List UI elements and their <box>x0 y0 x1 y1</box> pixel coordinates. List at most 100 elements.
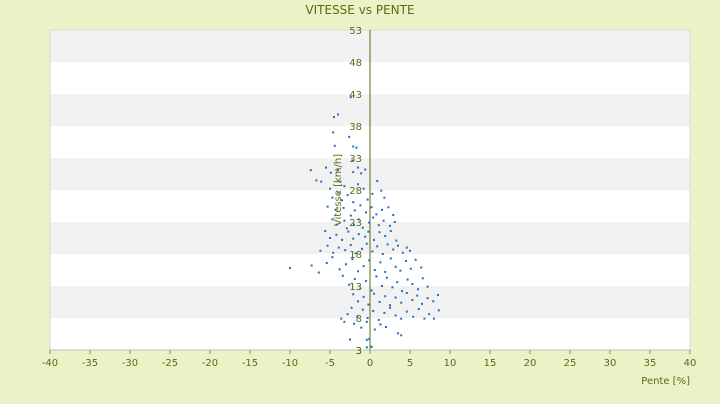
x-tick-label: 5 <box>407 358 413 369</box>
data-point <box>376 245 379 248</box>
data-point <box>373 269 376 271</box>
x-tick-label: -35 <box>82 358 98 369</box>
data-point <box>389 224 391 227</box>
x-tick-label: 30 <box>604 358 617 369</box>
data-point <box>409 249 411 252</box>
data-point <box>336 223 339 226</box>
data-point <box>355 146 358 149</box>
data-point <box>359 204 362 207</box>
data-point <box>357 300 359 303</box>
data-point <box>343 219 346 222</box>
y-tick-label: 13 <box>349 282 362 293</box>
data-point <box>411 299 414 302</box>
data-point <box>354 252 357 255</box>
data-point <box>411 283 414 286</box>
data-point <box>343 320 346 323</box>
data-point <box>315 179 318 182</box>
data-point <box>426 285 429 288</box>
data-point <box>337 246 340 249</box>
x-tick-label: -40 <box>42 358 58 369</box>
data-point <box>341 274 344 277</box>
data-point <box>329 187 331 190</box>
x-axis-label: Pente [%] <box>641 376 690 387</box>
data-point <box>423 317 426 320</box>
data-point <box>437 309 440 312</box>
x-tick-label: 20 <box>524 358 537 369</box>
data-point <box>351 159 354 162</box>
x-tick-label: 15 <box>484 358 497 369</box>
data-point <box>357 233 360 236</box>
data-point <box>378 301 381 303</box>
data-point <box>405 310 408 313</box>
data-point <box>326 244 329 247</box>
data-point <box>362 187 365 190</box>
data-point <box>346 313 349 316</box>
data-point <box>356 315 359 318</box>
data-point <box>392 248 395 251</box>
data-point <box>370 206 373 209</box>
data-point <box>371 250 374 253</box>
data-point <box>337 191 340 194</box>
data-point <box>370 345 373 348</box>
data-point <box>394 265 397 268</box>
data-point <box>421 277 424 280</box>
data-point <box>357 183 359 186</box>
x-tick-label: 10 <box>444 358 457 369</box>
data-point <box>392 213 395 216</box>
data-point <box>332 251 335 254</box>
data-point <box>396 281 399 284</box>
data-point <box>338 268 341 271</box>
data-point <box>324 229 327 232</box>
data-point <box>433 317 435 320</box>
data-point <box>385 276 388 279</box>
data-point <box>331 256 334 259</box>
data-point <box>331 196 334 199</box>
x-tick-label: -15 <box>242 358 258 369</box>
data-point <box>397 244 399 247</box>
data-point <box>348 283 351 286</box>
data-point <box>357 166 359 169</box>
data-point <box>368 221 371 224</box>
y-tick-label: 3 <box>356 346 362 357</box>
data-point <box>333 116 335 119</box>
data-point <box>387 206 390 209</box>
data-point <box>317 271 320 274</box>
data-point <box>393 221 396 223</box>
data-point <box>344 249 347 252</box>
data-point <box>420 266 423 269</box>
y-tick-label: 43 <box>349 90 362 101</box>
data-point <box>385 325 387 328</box>
y-axis-label: Vitesse [km/h] <box>333 154 344 226</box>
data-point <box>426 297 429 300</box>
x-tick-label: 25 <box>564 358 577 369</box>
data-point <box>365 279 367 282</box>
data-point <box>421 302 423 305</box>
data-point <box>359 287 362 290</box>
data-point <box>371 192 374 195</box>
data-point <box>384 270 387 273</box>
data-point <box>325 261 328 264</box>
data-point <box>360 326 363 329</box>
data-point <box>399 269 402 272</box>
x-tick-label: -5 <box>325 358 335 369</box>
data-point <box>414 258 417 261</box>
data-point <box>389 304 391 307</box>
data-point <box>389 229 392 232</box>
data-point <box>401 251 404 254</box>
data-point <box>417 308 420 311</box>
data-point <box>428 313 431 316</box>
y-tick-label: 23 <box>349 218 362 229</box>
y-tick-label: 18 <box>349 250 362 261</box>
data-point <box>361 247 363 250</box>
data-point <box>366 317 369 319</box>
data-point <box>380 189 383 192</box>
data-point <box>372 216 375 219</box>
data-point <box>350 306 353 309</box>
data-point <box>349 214 352 217</box>
data-point <box>361 308 364 311</box>
data-point <box>362 295 365 298</box>
data-point <box>416 294 419 297</box>
data-point <box>389 306 391 309</box>
data-point <box>367 303 370 306</box>
